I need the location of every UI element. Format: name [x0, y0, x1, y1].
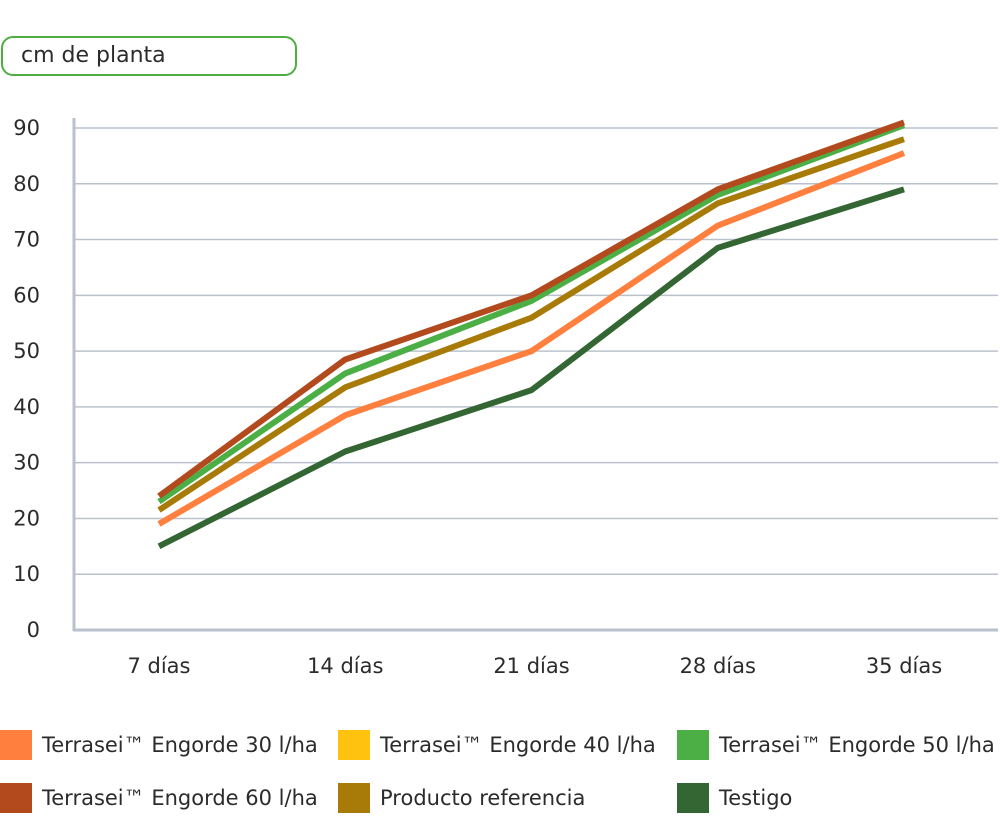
y-tick-label: 40 [13, 395, 40, 419]
legend-swatch [677, 730, 709, 760]
legend-item: Terrasei™ Engorde 50 l/ha [677, 730, 995, 760]
y-tick-label: 20 [13, 506, 40, 530]
y-tick-label: 30 [13, 451, 40, 475]
y-tick-label: 50 [13, 339, 40, 363]
legend-label: Terrasei™ Engorde 30 l/ha [42, 733, 318, 757]
legend-swatch [677, 783, 709, 813]
y-tick-labels: 0 10 20 30 40 50 60 70 80 90 [13, 116, 40, 642]
axes [72, 118, 998, 632]
series-line-2 [157, 122, 906, 505]
series-line-0 [157, 150, 906, 527]
y-tick-label: 70 [13, 228, 40, 252]
series-line-4 [157, 136, 905, 513]
legend-item: Terrasei™ Engorde 30 l/ha [0, 730, 318, 760]
y-tick-label: 0 [27, 618, 40, 642]
legend-label: Terrasei™ Engorde 40 l/ha [380, 733, 656, 757]
legend-swatch [0, 783, 32, 813]
legend-label: Terrasei™ Engorde 60 l/ha [42, 786, 318, 810]
x-tick-label: 35 días [866, 654, 942, 678]
legend-item: Producto referencia [338, 783, 585, 813]
y-axis-label: cm de planta [1, 36, 297, 76]
legend-item: Terrasei™ Engorde 60 l/ha [0, 783, 318, 813]
x-tick-labels: 7 días 14 días 21 días 28 días 35 días [127, 654, 942, 678]
series-line-5 [157, 186, 905, 550]
legend-label: Testigo [719, 786, 793, 810]
y-tick-label: 90 [13, 116, 40, 140]
legend-swatch [338, 783, 370, 813]
x-tick-label: 14 días [307, 654, 383, 678]
x-tick-label: 21 días [493, 654, 569, 678]
x-tick-label: 7 días [127, 654, 190, 678]
legend-label: Terrasei™ Engorde 50 l/ha [719, 733, 995, 757]
y-tick-label: 10 [13, 562, 40, 586]
y-tick-label: 80 [13, 172, 40, 196]
series-lines [157, 119, 906, 550]
legend-label: Producto referencia [380, 786, 586, 810]
legend-swatch [338, 730, 370, 760]
series-line-3 [157, 119, 906, 499]
x-tick-label: 28 días [680, 654, 756, 678]
y-tick-label: 60 [13, 283, 40, 307]
legend-swatch [0, 730, 32, 760]
legend-item: Testigo [677, 783, 792, 813]
line-chart: 0 10 20 30 40 50 60 70 80 90 7 días 14 días 21 días… [13, 116, 998, 678]
legend: Terrasei™ Engorde 30 l/ha Terrasei™ Engor… [0, 726, 1000, 821]
legend-item: Terrasei™ Engorde 40 l/ha [338, 730, 656, 760]
